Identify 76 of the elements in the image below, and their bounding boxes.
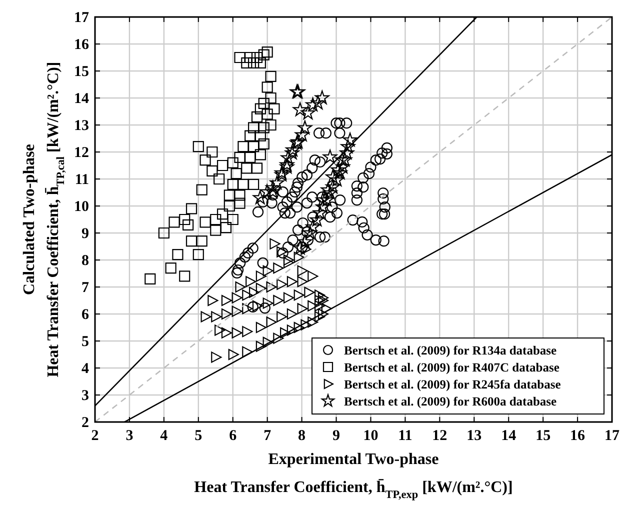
point (320, 192, 334, 206)
y-tick-label: 3 (82, 388, 89, 404)
point (310, 212, 324, 226)
point (342, 132, 358, 146)
y-tick-label: 4 (82, 361, 90, 377)
x-tick-label: 9 (332, 428, 340, 444)
point (316, 192, 330, 206)
legend-label: Bertsch et al. (2009) for R245fa database (344, 378, 562, 392)
y-tick-label: 2 (82, 415, 89, 431)
y-tick-label: 9 (82, 226, 89, 242)
point (320, 182, 336, 196)
point (266, 180, 280, 194)
point (322, 185, 338, 200)
y-tick-label: 8 (82, 253, 89, 269)
point (280, 157, 294, 172)
y-tick-label: 17 (74, 10, 90, 26)
x-tick-label: 6 (229, 428, 238, 444)
point (270, 176, 284, 190)
x-tick-label: 10 (363, 428, 378, 444)
x-tick-label: 12 (432, 428, 448, 444)
y-tick-label: 13 (74, 118, 89, 134)
legend-label: Bertsch et al. (2009) for R600a database (344, 394, 558, 408)
point (252, 190, 268, 204)
point (340, 139, 356, 154)
x-tick-label: 15 (536, 428, 551, 444)
point (322, 150, 338, 164)
x-tick-label: 8 (298, 428, 306, 444)
x-tick-label: 7 (264, 428, 272, 444)
point (332, 166, 348, 180)
x-tick-label: 17 (604, 428, 620, 444)
legend-label: Bertsch et al. (2009) for R134a database (344, 344, 558, 358)
y-tick-label: 11 (74, 172, 89, 188)
y-tick-label: 16 (74, 37, 90, 53)
y-tick-label: 14 (74, 91, 90, 107)
point (298, 234, 312, 248)
x-tick-label: 11 (398, 428, 412, 444)
x-tick-label: 3 (126, 428, 134, 444)
x-tick-label: 5 (194, 428, 202, 444)
point (298, 120, 312, 134)
point (284, 146, 300, 160)
point (314, 90, 330, 104)
x-axis-title: Experimental Two-phase Heat Transfer Coefficient, h̄$_{TP,exp}$ [kW/(m².°C)] (194, 451, 513, 501)
x-tick-label: 13 (466, 428, 482, 444)
point (260, 184, 274, 198)
point (292, 102, 308, 116)
y-tick-label: 7 (82, 280, 90, 296)
point (266, 184, 280, 198)
y-tick-label: 10 (74, 199, 89, 215)
point (300, 106, 316, 120)
point (316, 200, 330, 214)
point (330, 172, 344, 186)
point (338, 152, 352, 166)
x-tick-label: 16 (570, 428, 586, 444)
point (280, 150, 296, 164)
point (306, 97, 320, 112)
point (306, 220, 320, 234)
point (312, 205, 328, 220)
point (326, 170, 340, 184)
x-tick-label: 14 (501, 428, 517, 444)
point (286, 142, 300, 156)
y-tick-label: 6 (82, 307, 90, 323)
legend-label: Bertsch et al. (2009) for R407C database (344, 360, 560, 374)
point (336, 160, 350, 174)
point (334, 152, 350, 166)
point (330, 162, 346, 176)
x-tick-label: 4 (160, 428, 168, 444)
point (302, 225, 318, 240)
point (280, 160, 294, 174)
point (326, 180, 340, 194)
point (294, 127, 310, 142)
y-tick-label: 5 (82, 334, 89, 350)
point (310, 96, 326, 110)
point (292, 240, 308, 254)
y-tick-label: 12 (74, 145, 89, 161)
point (340, 146, 354, 160)
y-tick-label: 15 (74, 64, 89, 80)
